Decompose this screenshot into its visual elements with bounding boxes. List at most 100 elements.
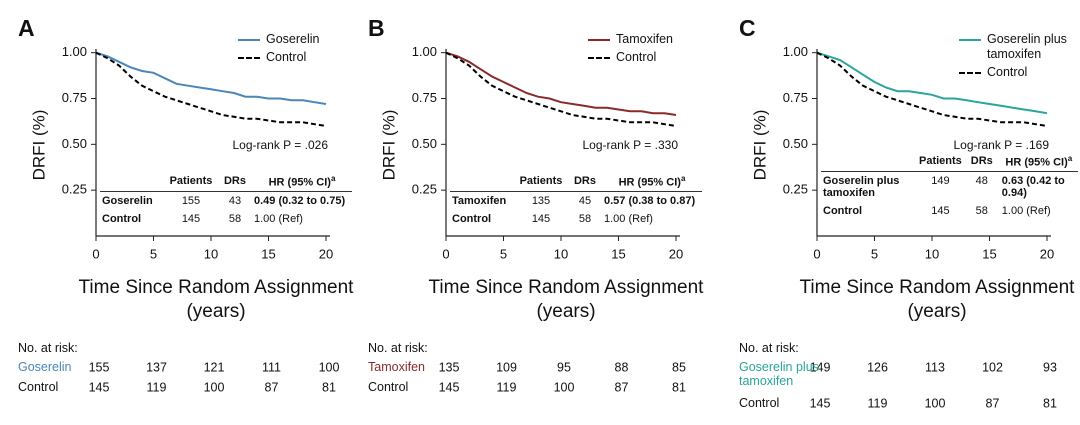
at-risk-name: Tamoxifen: [368, 360, 425, 374]
x-axis-label: Time Since Random Assignment (years): [799, 277, 1075, 322]
at-risk-value: 109: [496, 360, 517, 374]
table-cell: 155: [181, 194, 201, 207]
survival-curve: [445, 51, 677, 127]
at-risk-value: 93: [1043, 360, 1057, 374]
x-tick-label: 20: [1040, 246, 1054, 261]
at-risk-value: 100: [554, 380, 575, 394]
y-tick-label: 0.50: [412, 136, 437, 151]
at-risk-value: 100: [925, 396, 946, 410]
table-header: Patients DRs HR (95% CI)a: [100, 172, 352, 192]
legend-entry: Control: [959, 65, 1077, 80]
legend-entry: Control: [588, 50, 673, 65]
table-cell: 135: [531, 194, 551, 207]
at-risk-value: 87: [265, 380, 279, 394]
y-tick-label: 1.00: [62, 44, 87, 59]
at-risk-value: 100: [319, 360, 340, 374]
y-tick-label: 0.25: [412, 182, 437, 197]
annotation: Log-rank P = .169: [953, 138, 1049, 152]
panel-label: B: [368, 15, 385, 41]
table-header: Patients DRs HR (95% CI)a: [821, 152, 1078, 172]
column-label: Patients: [519, 175, 563, 188]
column-label: HR (95% CI): [618, 176, 681, 189]
table-row: Goserelin plus tamoxifen 149 48 0.63 (0.42 …: [821, 171, 1078, 202]
survival-curve: [95, 51, 327, 127]
at-risk-name: Goserelin plus tamoxifen: [739, 360, 819, 388]
table-header-cell: Patients: [514, 172, 568, 192]
table-cell: 58: [228, 212, 242, 225]
at-risk-name: Control: [739, 396, 780, 410]
x-tick-label: 10: [925, 246, 939, 261]
table-cell: Tamoxifen: [452, 194, 507, 207]
y-tick-label: 0.50: [62, 136, 87, 151]
at-risk-value: 111: [262, 360, 281, 374]
at-risk-value: 113: [925, 360, 945, 374]
legend-swatch: [588, 57, 610, 59]
table-cell: 48: [975, 174, 988, 187]
at-risk-value: 126: [867, 360, 888, 374]
legend-swatch: [238, 57, 260, 59]
at-risk-value: 145: [810, 396, 831, 410]
y-axis-label: DRFI (%): [379, 110, 398, 181]
at-risk-value: 81: [322, 380, 336, 394]
table-cell: Goserelin plus tamoxifen: [823, 174, 900, 199]
table-header-cell: Patients: [164, 172, 218, 192]
table-header-cell: DRs: [218, 172, 252, 192]
at-risk-value: 88: [615, 360, 629, 374]
y-tick-label: 0.25: [783, 182, 808, 197]
legend-swatch: [238, 39, 260, 41]
y-tick-label: 0.50: [783, 136, 808, 151]
table-cell: 145: [931, 204, 950, 217]
table-header-cell: [821, 152, 917, 172]
x-tick-label: 15: [261, 246, 275, 261]
table-cell: 0.49 (0.32 to 0.75): [254, 194, 346, 207]
table-cell: 1.00 (Ref): [254, 212, 303, 225]
at-risk-value: 145: [89, 380, 110, 394]
x-tick-label: 20: [669, 246, 683, 261]
y-tick-label: 1.00: [783, 44, 808, 59]
x-tick-label: 0: [442, 246, 449, 261]
hr-table: Patients DRs HR (95% CI)a Goserelin 155 43 0.4…: [100, 172, 352, 228]
table-cell: 0.57 (0.38 to 0.87): [604, 194, 696, 207]
at-risk-name: Control: [18, 380, 59, 394]
footnote-mark: a: [680, 174, 686, 183]
legend: Goserelin plus tamoxifen Control: [959, 32, 1077, 83]
table-row: Tamoxifen 135 45 0.57 (0.38 to 0.87): [450, 191, 702, 210]
table-header-cell: Patients: [917, 152, 964, 172]
at-risk-value: 137: [146, 360, 167, 374]
table-cell: 0.63 (0.42 to 0.94): [1001, 174, 1065, 199]
legend-label: Control: [266, 50, 307, 64]
table-cell: Control: [823, 204, 863, 217]
column-label: DRs: [223, 175, 246, 188]
survival-curve: [445, 51, 677, 116]
x-tick-label: 0: [813, 246, 820, 261]
y-tick-label: 1.00: [412, 44, 437, 59]
at-risk-title: No. at risk:: [18, 341, 78, 355]
table-cell: Control: [102, 212, 142, 225]
column-label: HR (95% CI): [268, 176, 331, 189]
x-tick-label: 5: [871, 246, 878, 261]
at-risk-value: 135: [439, 360, 460, 374]
column-label: Patients: [919, 155, 962, 168]
x-tick-label: 10: [204, 246, 218, 261]
at-risk-value: 119: [497, 380, 517, 394]
at-risk-title: No. at risk:: [368, 341, 428, 355]
x-tick-label: 0: [92, 246, 99, 261]
survival-curve: [816, 51, 1048, 115]
at-risk-value: 81: [1043, 396, 1057, 410]
hr-table: Patients DRs HR (95% CI)a Goserelin plus ta…: [821, 152, 1078, 220]
at-risk-value: 87: [986, 396, 1000, 410]
at-risk-value: 81: [672, 380, 686, 394]
legend-swatch: [588, 39, 610, 41]
annotation: Log-rank P = .330: [582, 138, 678, 152]
legend-swatch: [959, 72, 981, 74]
table-header-cell: HR (95% CI)a: [252, 172, 352, 192]
table-cell: 145: [181, 212, 201, 225]
at-risk-value: 87: [615, 380, 629, 394]
y-tick-label: 0.75: [412, 90, 437, 105]
table-row: Control 145 58 1.00 (Ref): [821, 202, 1078, 220]
table-cell: 58: [578, 212, 592, 225]
table-header-cell: [450, 172, 514, 192]
legend-entry: Goserelin plus tamoxifen: [959, 32, 1077, 62]
column-label: HR (95% CI): [1005, 156, 1068, 169]
